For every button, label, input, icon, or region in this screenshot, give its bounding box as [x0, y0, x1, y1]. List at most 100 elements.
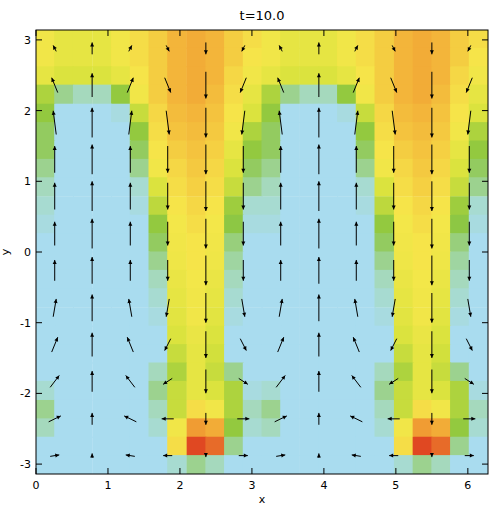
- velocity-arrow: [128, 222, 132, 246]
- arrow-shaft: [353, 337, 359, 352]
- y-tick-right: [482, 181, 488, 182]
- velocity-arrow: [51, 78, 57, 93]
- heat-cell: [111, 233, 131, 252]
- heat-cell: [187, 418, 207, 437]
- heat-cell: [337, 270, 357, 289]
- heat-cell: [318, 363, 338, 382]
- arrow-head: [204, 50, 208, 54]
- arrow-head: [167, 88, 171, 92]
- heat-cell: [73, 270, 93, 289]
- arrow-shaft: [54, 183, 55, 210]
- heat-cell: [413, 215, 433, 234]
- arrow-head: [389, 380, 393, 384]
- heat-cell: [111, 326, 131, 345]
- heat-cell: [92, 437, 112, 456]
- arrow-head: [90, 294, 94, 298]
- heat-cell: [205, 66, 225, 85]
- x-tick-label: 1: [104, 479, 111, 492]
- arrow-head: [467, 206, 471, 210]
- velocity-arrow: [467, 260, 471, 281]
- arrow-head: [204, 133, 208, 137]
- heat-cell: [149, 48, 169, 67]
- velocity-arrow: [240, 78, 246, 93]
- arrow-head: [393, 88, 397, 92]
- heat-cell: [130, 66, 150, 85]
- heat-cell: [111, 141, 131, 160]
- heat-cell: [92, 159, 112, 178]
- heat-cell: [356, 400, 376, 419]
- heat-cell: [337, 104, 357, 123]
- heat-cell: [243, 66, 263, 85]
- heat-cell: [337, 437, 357, 456]
- arrow-head: [354, 45, 358, 49]
- arrow-head: [54, 337, 58, 341]
- heat-cell: [92, 455, 112, 474]
- heat-cell: [243, 307, 263, 326]
- heat-cell: [92, 30, 112, 49]
- velocity-arrow: [353, 299, 357, 317]
- heat-cell: [262, 455, 282, 474]
- velocity-arrow: [241, 260, 245, 281]
- heat-cell: [280, 122, 300, 141]
- arrow-head: [279, 222, 283, 226]
- arrow-head: [242, 47, 246, 51]
- velocity-arrow: [90, 42, 94, 54]
- arrow-shaft: [318, 108, 319, 138]
- arrow-head: [317, 294, 321, 298]
- heat-cell: [450, 104, 470, 123]
- velocity-arrow: [317, 108, 321, 138]
- heat-cell: [224, 141, 244, 160]
- arrow-head: [354, 222, 358, 226]
- heat-cell: [54, 48, 74, 67]
- heat-cell: [356, 48, 376, 67]
- heat-cell: [149, 418, 169, 437]
- heat-cell: [54, 177, 74, 196]
- heat-cell: [167, 141, 187, 160]
- arrow-head: [388, 417, 392, 421]
- heat-cell: [73, 437, 93, 456]
- heatmap: [36, 30, 488, 474]
- arrow-head: [317, 145, 321, 149]
- heat-cell: [413, 326, 433, 345]
- arrow-shaft: [279, 45, 282, 51]
- heat-cell: [300, 455, 320, 474]
- arrow-head: [163, 454, 167, 458]
- heat-cell: [149, 270, 169, 289]
- arrow-head: [353, 299, 357, 303]
- heat-cell: [413, 252, 433, 271]
- arrow-shaft: [127, 337, 133, 352]
- velocity-arrow: [242, 45, 246, 51]
- arrow-shaft: [165, 339, 171, 351]
- heat-cell: [92, 381, 112, 400]
- heat-cell: [54, 270, 74, 289]
- heat-cell: [130, 288, 150, 307]
- heat-cell: [262, 215, 282, 234]
- vector-field: [49, 42, 476, 457]
- heat-cell: [187, 48, 207, 67]
- velocity-arrow: [392, 260, 396, 281]
- heat-cell: [167, 122, 187, 141]
- velocity-arrow: [53, 146, 57, 173]
- heat-cell: [130, 270, 150, 289]
- heat-cell: [187, 252, 207, 271]
- heat-cell: [73, 363, 93, 382]
- arrow-head: [280, 299, 284, 303]
- arrow-shaft: [275, 416, 287, 422]
- velocity-arrow: [52, 337, 58, 352]
- heat-cell: [262, 437, 282, 456]
- heat-cell: [300, 122, 320, 141]
- heat-cell: [167, 104, 187, 123]
- x-tick: [323, 468, 324, 474]
- heat-cell: [450, 326, 470, 345]
- heat-cell: [54, 122, 74, 141]
- arrow-head: [353, 337, 357, 341]
- arrow-head: [240, 130, 244, 134]
- heat-cell: [262, 233, 282, 252]
- velocity-arrow: [204, 293, 208, 323]
- velocity-arrow: [430, 413, 434, 425]
- velocity-arrow: [53, 183, 57, 210]
- heat-cell: [337, 122, 357, 141]
- heat-cell: [73, 215, 93, 234]
- arrow-shaft: [318, 219, 319, 249]
- arrow-shaft: [431, 72, 432, 99]
